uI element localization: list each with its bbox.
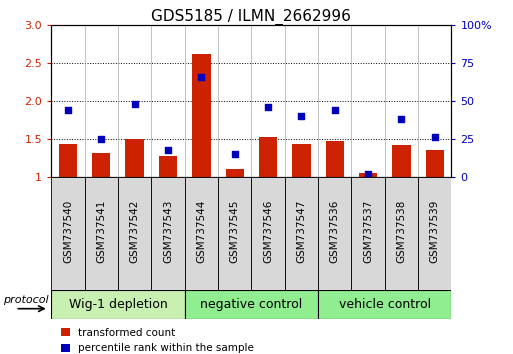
Text: GSM737536: GSM737536 <box>330 200 340 263</box>
Point <box>97 136 105 142</box>
Bar <box>392 145 410 177</box>
Bar <box>159 156 177 177</box>
Point <box>64 107 72 113</box>
Bar <box>85 177 118 290</box>
Bar <box>118 177 151 290</box>
Text: GSM737547: GSM737547 <box>297 200 306 263</box>
Point <box>197 74 205 79</box>
Text: GSM737538: GSM737538 <box>397 200 406 263</box>
Bar <box>59 143 77 177</box>
Text: GSM737541: GSM737541 <box>96 200 106 263</box>
Bar <box>259 137 277 177</box>
Bar <box>251 177 285 290</box>
Bar <box>351 177 385 290</box>
Bar <box>92 153 110 177</box>
Text: negative control: negative control <box>200 298 303 311</box>
Bar <box>126 139 144 177</box>
Text: GSM737539: GSM737539 <box>430 200 440 263</box>
Bar <box>285 177 318 290</box>
Title: GDS5185 / ILMN_2662996: GDS5185 / ILMN_2662996 <box>151 8 351 25</box>
Bar <box>51 290 185 319</box>
Text: Wig-1 depletion: Wig-1 depletion <box>69 298 167 311</box>
Bar <box>51 177 85 290</box>
Legend: transformed count, percentile rank within the sample: transformed count, percentile rank withi… <box>56 324 259 354</box>
Point <box>330 107 339 113</box>
Text: GSM737545: GSM737545 <box>230 200 240 263</box>
Point <box>430 135 439 140</box>
Text: GSM737544: GSM737544 <box>196 200 206 263</box>
Bar <box>226 169 244 177</box>
Point <box>264 104 272 110</box>
Point <box>364 171 372 177</box>
Bar <box>359 173 377 177</box>
Bar <box>185 290 318 319</box>
Text: GSM737537: GSM737537 <box>363 200 373 263</box>
Bar <box>426 150 444 177</box>
Point <box>297 113 305 119</box>
Text: GSM737546: GSM737546 <box>263 200 273 263</box>
Bar <box>151 177 185 290</box>
Bar <box>318 177 351 290</box>
Bar <box>318 290 451 319</box>
Bar <box>218 177 251 290</box>
Bar <box>292 143 310 177</box>
Point <box>164 147 172 153</box>
Point <box>230 152 239 157</box>
Text: protocol: protocol <box>3 295 48 305</box>
Text: GSM737540: GSM737540 <box>63 200 73 263</box>
Bar <box>326 141 344 177</box>
Bar <box>185 177 218 290</box>
Text: GSM737542: GSM737542 <box>130 200 140 263</box>
Bar <box>385 177 418 290</box>
Text: GSM737543: GSM737543 <box>163 200 173 263</box>
Bar <box>192 54 210 177</box>
Text: vehicle control: vehicle control <box>339 298 431 311</box>
Point <box>397 116 405 122</box>
Bar <box>418 177 451 290</box>
Point <box>130 101 139 107</box>
